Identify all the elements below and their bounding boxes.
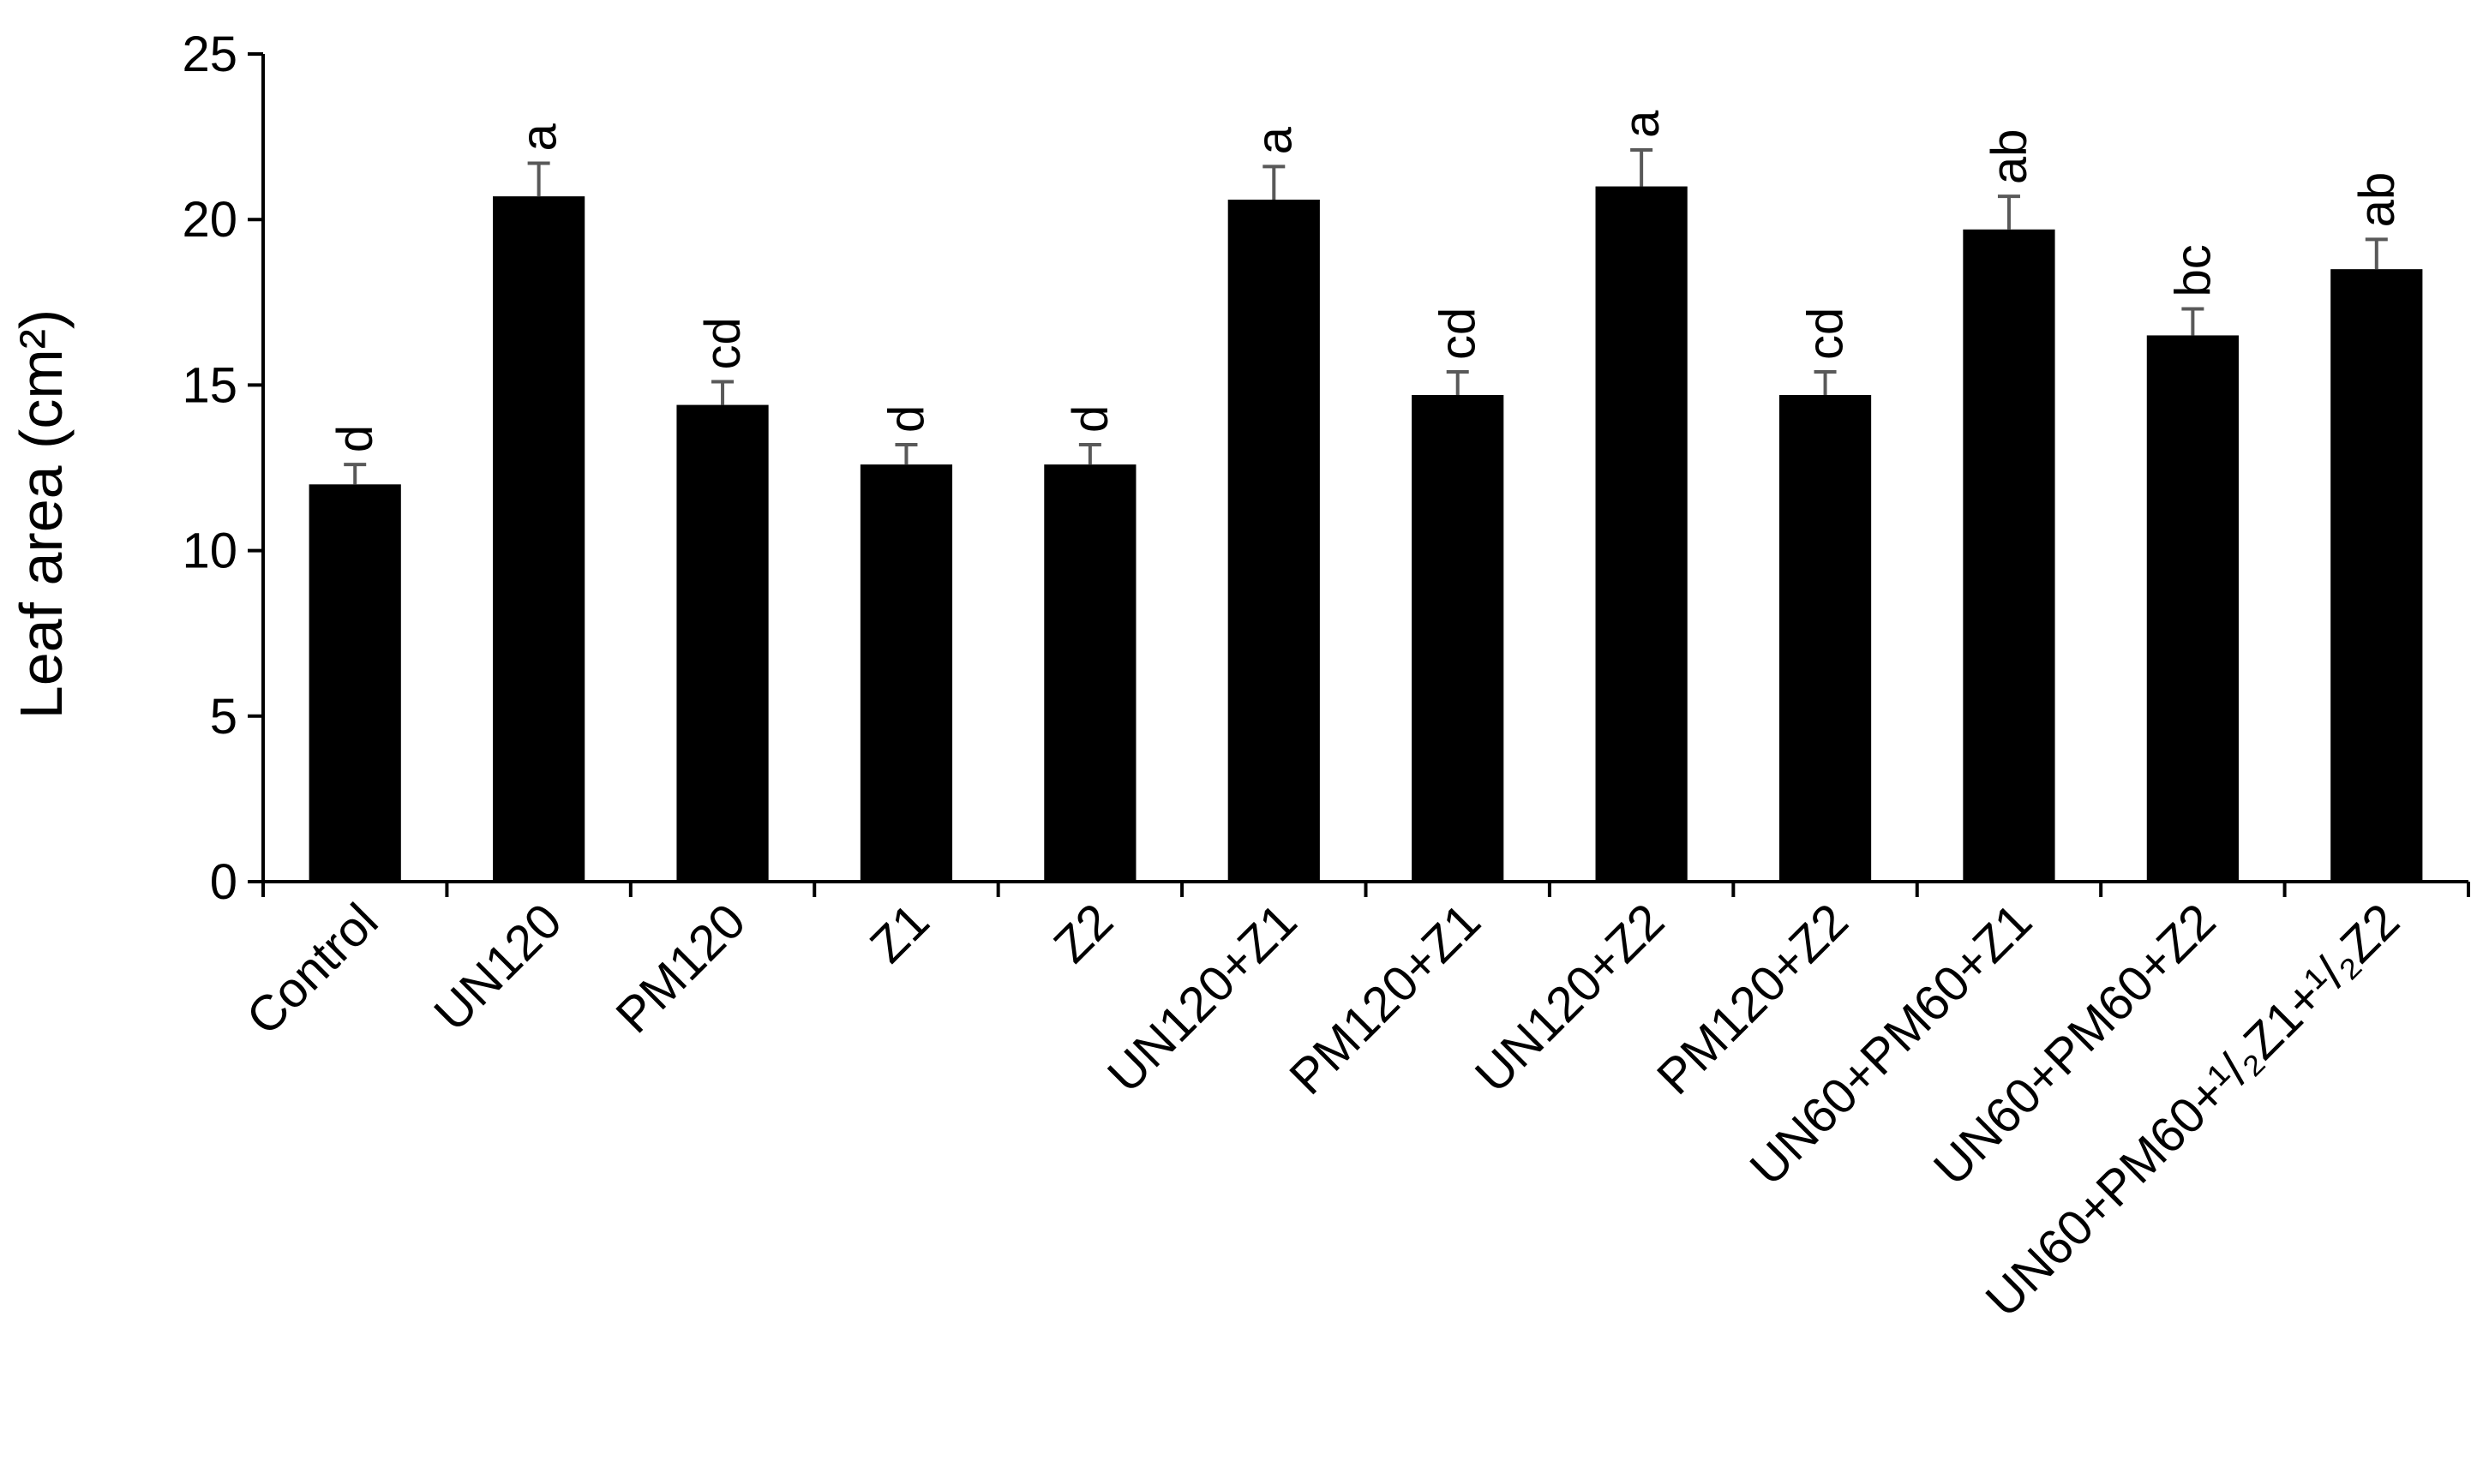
significance-label: cd [695,317,751,369]
error-bar [344,463,367,485]
y-tick-label: 5 [210,689,237,745]
bar [676,404,769,883]
error-bar [895,442,918,465]
y-tick-label: 0 [210,854,237,910]
significance-label: cd [1798,308,1854,360]
error-bar [527,161,550,197]
significance-label: cd [1430,308,1486,360]
significance-labels: d a cd d d a cd a cd ab bc ab [327,110,2405,452]
category-label: Z2 [1043,893,1124,973]
significance-label: a [1614,110,1670,138]
bar [309,484,401,882]
significance-label: d [1063,405,1119,433]
error-bar [1078,442,1101,465]
significance-label: d [327,425,383,452]
error-bar [1997,194,2020,230]
bar [1227,200,1320,883]
bar [493,196,585,883]
bar [1778,394,1872,882]
error-bar [1814,369,1837,395]
error-bars [344,148,2388,485]
error-bar [2181,307,2204,336]
bar [1412,394,1504,882]
error-bar [1630,148,1653,187]
y-axis-title: Leaf area (cm²) [8,309,75,719]
y-tick-label: 15 [182,357,237,413]
bar [860,464,953,882]
category-label: PM120+Z1 [1279,893,1491,1105]
category-label: Control [236,893,388,1045]
significance-label: ab [1982,129,2037,185]
category-labels: Control UN120 PM120 Z1 Z2UN120+Z1PM120+Z1UN1… [236,893,2410,1327]
significance-label: d [879,405,934,433]
bar [2146,335,2239,882]
bar [1963,229,2055,882]
bars [309,186,2423,883]
y-tick-label: 20 [182,192,237,248]
significance-label: ab [2349,172,2405,228]
category-label: UN120+Z2 [1465,893,1675,1103]
y-tick-label: 10 [182,524,237,579]
bar [2330,269,2423,882]
category-label: PM120 [605,893,756,1044]
y-tick-label: 25 [182,27,237,82]
category-label: UN120 [423,893,573,1042]
error-bar [711,380,735,405]
error-bar [1446,369,1469,395]
category-label: Z1 [860,893,940,973]
error-bar [1262,165,1286,200]
significance-label: a [512,123,567,152]
error-bar [2365,237,2388,270]
category-label: UN120+Z1 [1097,893,1307,1103]
bar [1595,186,1688,882]
bar [1044,464,1137,882]
significance-label: bc [2165,244,2221,296]
x-axis-ticks [261,882,2470,897]
significance-label: a [1246,126,1302,154]
y-axis-ticks: 0 5 10 15 20 25 [182,27,263,910]
